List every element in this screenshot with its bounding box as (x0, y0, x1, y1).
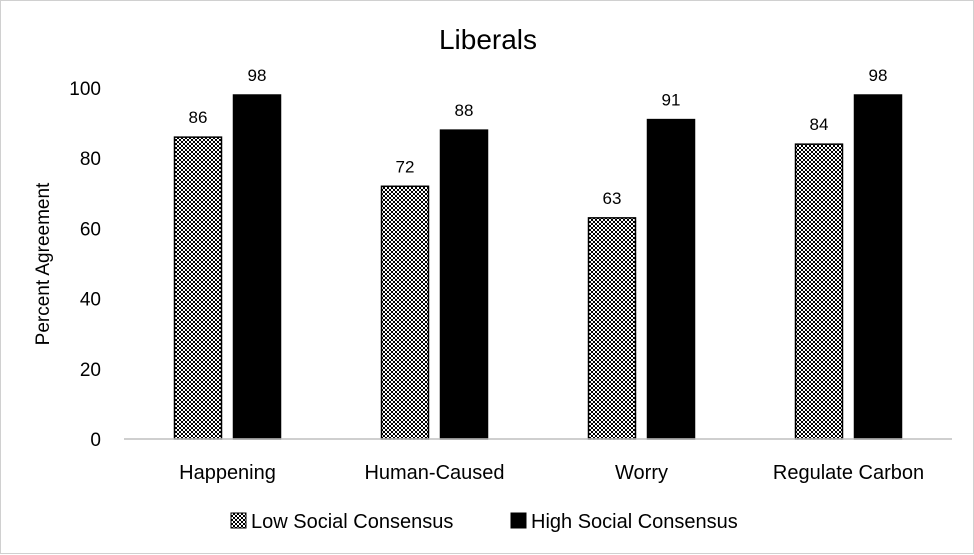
y-tick-label: 20 (80, 360, 101, 381)
bar (853, 94, 903, 440)
data-label: 98 (248, 66, 267, 85)
x-axis-categories: Happening Human-Caused Worry Regulate Carbo… (179, 462, 924, 484)
chart-title: Liberals (439, 24, 537, 55)
bar (439, 129, 489, 440)
data-label: 84 (810, 115, 829, 134)
legend-label: High Social Consensus (531, 511, 738, 533)
bars: 86 98 72 88 63 91 84 98 (173, 66, 903, 440)
data-label: 72 (396, 157, 415, 176)
y-tick-label: 100 (69, 79, 101, 100)
bar (173, 136, 223, 440)
data-label: 88 (455, 101, 474, 120)
data-label: 63 (603, 189, 622, 208)
y-tick-label: 40 (80, 290, 101, 311)
bar (587, 217, 637, 440)
bar (646, 118, 696, 440)
x-category-label: Human-Caused (364, 462, 504, 484)
legend-swatch (230, 512, 247, 529)
bar (380, 185, 430, 440)
data-label: 98 (869, 66, 888, 85)
legend-swatch (510, 512, 527, 529)
legend: Low Social Consensus High Social Consensu… (230, 511, 738, 533)
bar (794, 143, 844, 440)
legend-label: Low Social Consensus (251, 511, 453, 533)
x-category-label: Happening (179, 462, 276, 484)
y-tick-label: 0 (90, 430, 101, 451)
y-axis-label: Percent Agreement (33, 182, 54, 345)
data-label: 91 (662, 91, 681, 110)
bar (232, 94, 282, 440)
x-category-label: Worry (615, 462, 668, 484)
y-tick-label: 60 (80, 219, 101, 240)
x-category-label: Regulate Carbon (773, 462, 924, 484)
y-tick-label: 80 (80, 149, 101, 170)
data-label: 86 (189, 108, 208, 127)
y-axis-ticks: 0 20 40 60 80 100 (69, 79, 101, 451)
